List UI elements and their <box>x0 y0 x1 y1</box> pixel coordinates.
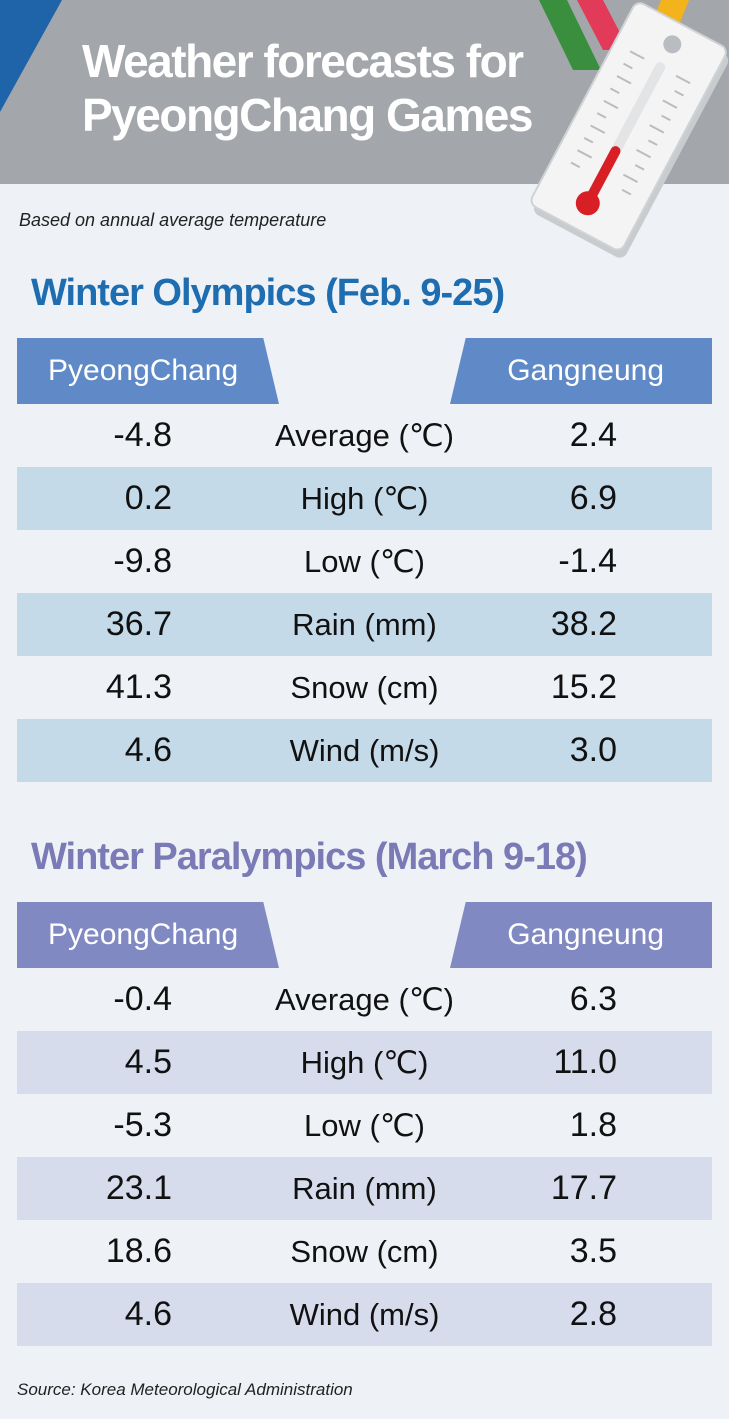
pyeongchang-value: 23.1 <box>105 1169 172 1207</box>
gangneung-value: 38.2 <box>550 605 617 643</box>
column-header-gangneung: Gangneung <box>450 902 712 968</box>
column-header-gangneung: Gangneung <box>450 338 712 404</box>
paralympics-table-header: PyeongChang Gangneung <box>17 902 712 968</box>
olympics-table-header: PyeongChang Gangneung <box>17 338 712 404</box>
table-row: 4.6 Wind (m/s) 2.8 <box>17 1283 712 1346</box>
table-row: -0.4 Average (℃) 6.3 <box>17 968 712 1031</box>
title-line-1: Weather forecasts for <box>82 35 524 87</box>
gangneung-value: 6.9 <box>569 479 617 517</box>
pyeongchang-value: 0.2 <box>124 479 172 517</box>
table-row: 36.7 Rain (mm) 38.2 <box>17 593 712 656</box>
gangneung-value: -1.4 <box>558 542 617 580</box>
gangneung-value: 3.5 <box>569 1232 617 1270</box>
table-row: -4.8 Average (℃) 2.4 <box>17 404 712 467</box>
pyeongchang-value: 4.6 <box>124 1295 172 1333</box>
table-row: 0.2 High (℃) 6.9 <box>17 467 712 530</box>
row-label: High (℃) <box>300 481 429 516</box>
olympics-section-title: Winter Olympics (Feb. 9-25) <box>31 272 505 314</box>
page-title: Weather forecasts for PyeongChang Games <box>82 34 542 142</box>
row-label: High (℃) <box>300 1045 429 1080</box>
pyeongchang-value: -0.4 <box>113 980 172 1018</box>
gangneung-value: 6.3 <box>569 980 617 1018</box>
row-label: Average (℃) <box>275 982 454 1017</box>
gangneung-value: 3.0 <box>569 731 617 769</box>
row-label: Rain (mm) <box>292 607 437 642</box>
pyeongchang-value: 41.3 <box>105 668 172 706</box>
gangneung-value: 17.7 <box>550 1169 617 1207</box>
pyeongchang-value: -9.8 <box>113 542 172 580</box>
gangneung-value: 11.0 <box>553 1043 617 1081</box>
table-row: 23.1 Rain (mm) 17.7 <box>17 1157 712 1220</box>
pyeongchang-value: 4.5 <box>124 1043 172 1081</box>
row-label: Wind (m/s) <box>289 733 440 768</box>
paralympics-section-title: Winter Paralympics (March 9-18) <box>31 836 588 878</box>
pyeongchang-value: -5.3 <box>113 1106 172 1144</box>
paralympics-table: PyeongChang Gangneung -0.4 Average (℃) 6… <box>17 902 712 1346</box>
table-row: -9.8 Low (℃) -1.4 <box>17 530 712 593</box>
olympics-table: PyeongChang Gangneung -4.8 Average (℃) 2… <box>17 338 712 782</box>
row-label: Low (℃) <box>304 544 425 579</box>
gangneung-value: 2.8 <box>569 1295 617 1333</box>
row-label: Low (℃) <box>304 1108 425 1143</box>
gangneung-value: 15.2 <box>550 668 617 706</box>
source-note: Source: Korea Meteorological Administrat… <box>17 1380 353 1399</box>
gangneung-value: 2.4 <box>569 416 617 454</box>
pyeongchang-value: 36.7 <box>105 605 172 643</box>
row-label: Snow (cm) <box>290 670 439 705</box>
table-row: 18.6 Snow (cm) 3.5 <box>17 1220 712 1283</box>
pyeongchang-value: -4.8 <box>113 416 172 454</box>
thermometer-icon <box>530 0 729 258</box>
blue-corner-decoration <box>0 0 62 112</box>
subtitle: Based on annual average temperature <box>19 210 327 230</box>
pyeongchang-value: 18.6 <box>105 1232 172 1270</box>
row-label: Average (℃) <box>275 418 454 453</box>
table-row: 4.6 Wind (m/s) 3.0 <box>17 719 712 782</box>
row-label: Snow (cm) <box>290 1234 439 1269</box>
column-header-pyeongchang: PyeongChang <box>17 338 279 404</box>
table-row: 41.3 Snow (cm) 15.2 <box>17 656 712 719</box>
table-row: -5.3 Low (℃) 1.8 <box>17 1094 712 1157</box>
gangneung-value: 1.8 <box>569 1106 617 1144</box>
pyeongchang-value: 4.6 <box>124 731 172 769</box>
table-row: 4.5 High (℃) 11.0 <box>17 1031 712 1094</box>
title-line-2: PyeongChang Games <box>82 89 533 141</box>
column-header-pyeongchang: PyeongChang <box>17 902 279 968</box>
row-label: Rain (mm) <box>292 1171 437 1206</box>
row-label: Wind (m/s) <box>289 1297 440 1332</box>
